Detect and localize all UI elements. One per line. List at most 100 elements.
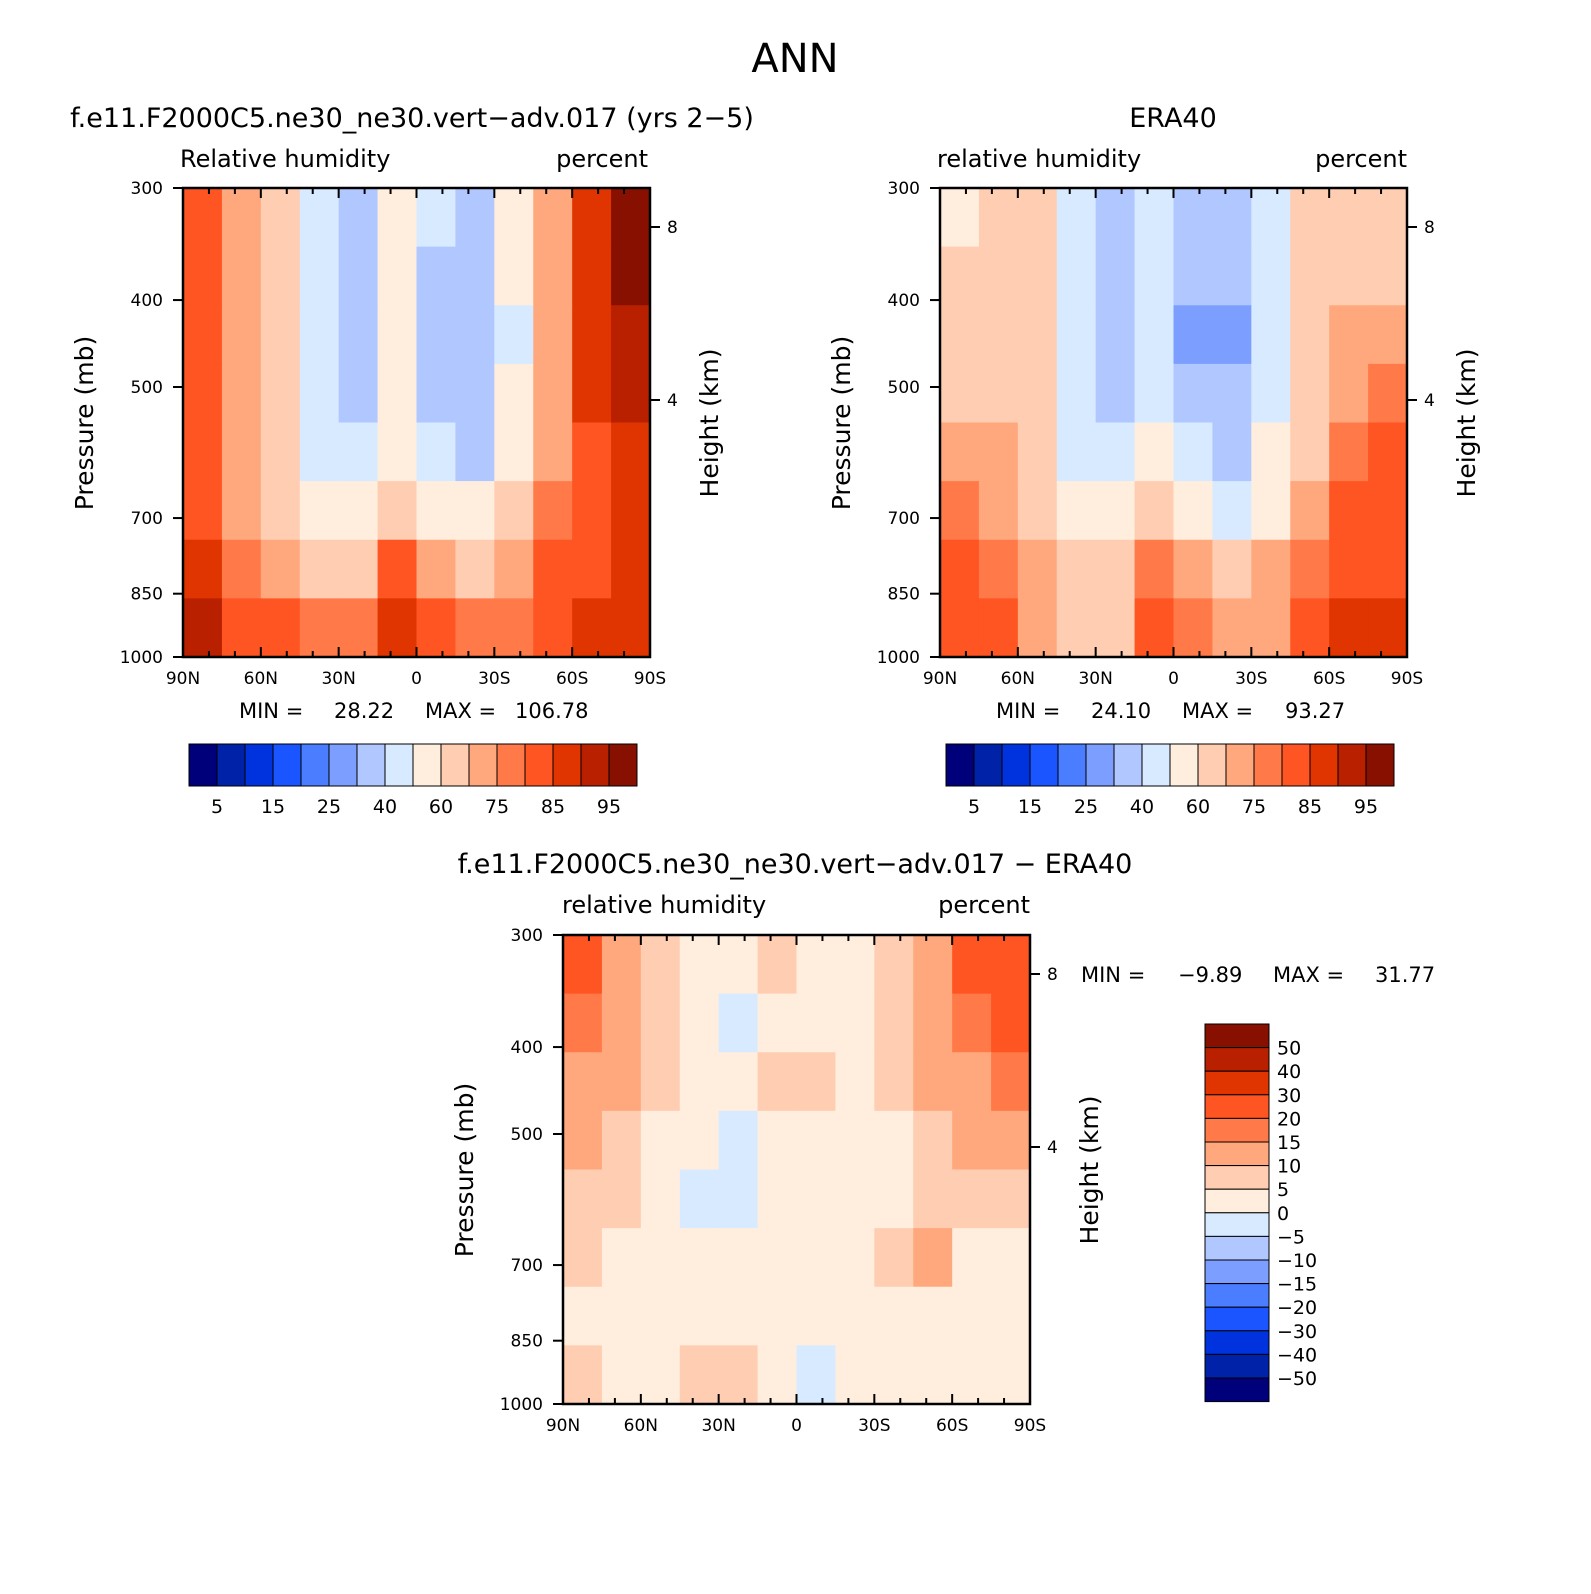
heat-cell: [874, 1228, 915, 1288]
heat-cell: [533, 305, 573, 366]
heat-cell: [260, 363, 301, 424]
heat-cell: [572, 188, 612, 248]
heat-cell: [1329, 363, 1369, 424]
y-tick-label: 500: [511, 1125, 543, 1145]
heat-cell: [835, 1228, 876, 1288]
heat-cell: [757, 1345, 798, 1404]
colorbar-box: [1204, 1165, 1270, 1190]
heat-cell: [952, 1228, 992, 1288]
heat-cell: [260, 188, 301, 248]
heat-cell: [940, 598, 980, 657]
panel-model-plot: [183, 188, 650, 657]
heat-cell: [563, 1110, 603, 1171]
heat-cell: [757, 1286, 798, 1347]
heat-cell: [260, 598, 301, 657]
colorbar-box: [608, 743, 638, 787]
heat-cell: [640, 935, 681, 995]
heat-cell: [1368, 246, 1407, 307]
panel-obs-cells: [940, 188, 1407, 657]
colorbar-label: −20: [1277, 1297, 1317, 1319]
panel-obs-y-ticks: 300 400 500 700 850 1000: [877, 179, 940, 668]
heat-cell: [338, 598, 379, 657]
heat-cell: [338, 481, 379, 541]
heat-cell: [1368, 598, 1407, 657]
heat-cell: [1095, 481, 1136, 541]
heat-cell: [1134, 598, 1175, 657]
heat-cell: [991, 993, 1030, 1054]
heat-cell: [601, 993, 642, 1054]
heat-cell: [1368, 422, 1407, 483]
heat-cell: [416, 363, 457, 424]
y-tick-label: 300: [511, 926, 543, 946]
heat-cell: [1290, 363, 1330, 424]
heat-cell: [416, 305, 457, 366]
panel-obs-plot: [940, 188, 1407, 657]
y-tick-label: 400: [131, 291, 163, 311]
heat-cell: [1017, 539, 1058, 600]
heat-cell: [455, 422, 496, 483]
heat-cell: [640, 1228, 681, 1288]
heat-cell: [913, 993, 953, 1054]
heat-cell: [913, 935, 953, 995]
heat-cell: [874, 1286, 915, 1347]
colorbar-box: [1204, 1141, 1270, 1167]
heat-cell: [601, 1286, 642, 1347]
panel-obs-subtitle-left: relative humidity: [937, 145, 1141, 173]
x-tick-label: 30N: [701, 1416, 735, 1436]
heat-cell: [572, 363, 612, 424]
heat-cell: [377, 539, 418, 600]
heat-cell: [952, 1169, 992, 1230]
heat-cell: [183, 539, 223, 600]
heat-cell: [757, 1052, 798, 1113]
heat-cell: [1056, 188, 1097, 248]
y-tick-label: 500: [888, 378, 920, 398]
heat-cell: [377, 246, 418, 307]
heat-cell: [221, 188, 262, 248]
heat-cell: [1056, 422, 1097, 483]
heat-cell: [1251, 422, 1292, 483]
colorbar-label: 75: [1242, 796, 1266, 818]
heat-cell: [1212, 539, 1253, 600]
heat-cell: [563, 1345, 603, 1404]
heat-cell: [1290, 539, 1330, 600]
panel-diff-max-label: MAX =: [1273, 963, 1344, 987]
x-tick-label: 30N: [1078, 669, 1112, 689]
panel-obs-max-value: 93.27: [1285, 699, 1345, 723]
heat-cell: [978, 422, 1019, 483]
heat-cell: [183, 188, 223, 248]
colorbar-box: [1204, 1212, 1270, 1237]
panel-model: f.e11.F2000C5.ne30_ne30.vert−adv.017 (yr…: [70, 103, 754, 818]
heat-cell: [611, 363, 650, 424]
heat-cell: [874, 993, 915, 1054]
heat-cell: [221, 422, 262, 483]
heat-cell: [1251, 598, 1292, 657]
panel-model-colorbar: 5 15 25 40 60 75 85 95: [188, 743, 638, 818]
heat-cell: [533, 422, 573, 483]
heat-cell: [978, 363, 1019, 424]
heat-cell: [757, 1169, 798, 1230]
x-tick-label: 60S: [556, 669, 588, 689]
colorbar-box: [1204, 1259, 1270, 1285]
colorbar-label: −50: [1277, 1368, 1317, 1390]
panel-diff-y-ticks: 300 400 500 700 850 1000: [500, 926, 563, 1415]
heat-cell: [757, 993, 798, 1054]
heat-cell: [1017, 188, 1058, 248]
heat-cell: [874, 1169, 915, 1230]
heat-cell: [1329, 422, 1369, 483]
heat-cell: [757, 935, 798, 995]
heat-cell: [1290, 305, 1330, 366]
heat-cell: [1329, 188, 1369, 248]
heat-cell: [601, 1345, 642, 1404]
colorbar-box: [1057, 743, 1087, 787]
heat-cell: [1251, 481, 1292, 541]
heat-cell: [1212, 363, 1253, 424]
panel-diff-cells: [563, 935, 1030, 1404]
heat-cell: [416, 598, 457, 657]
heat-cell: [183, 598, 223, 657]
colorbar-label: 25: [1074, 796, 1098, 818]
heat-cell: [299, 481, 340, 541]
heat-cell: [718, 993, 759, 1054]
heat-cell: [611, 598, 650, 657]
colorbar-box: [1204, 1306, 1270, 1332]
